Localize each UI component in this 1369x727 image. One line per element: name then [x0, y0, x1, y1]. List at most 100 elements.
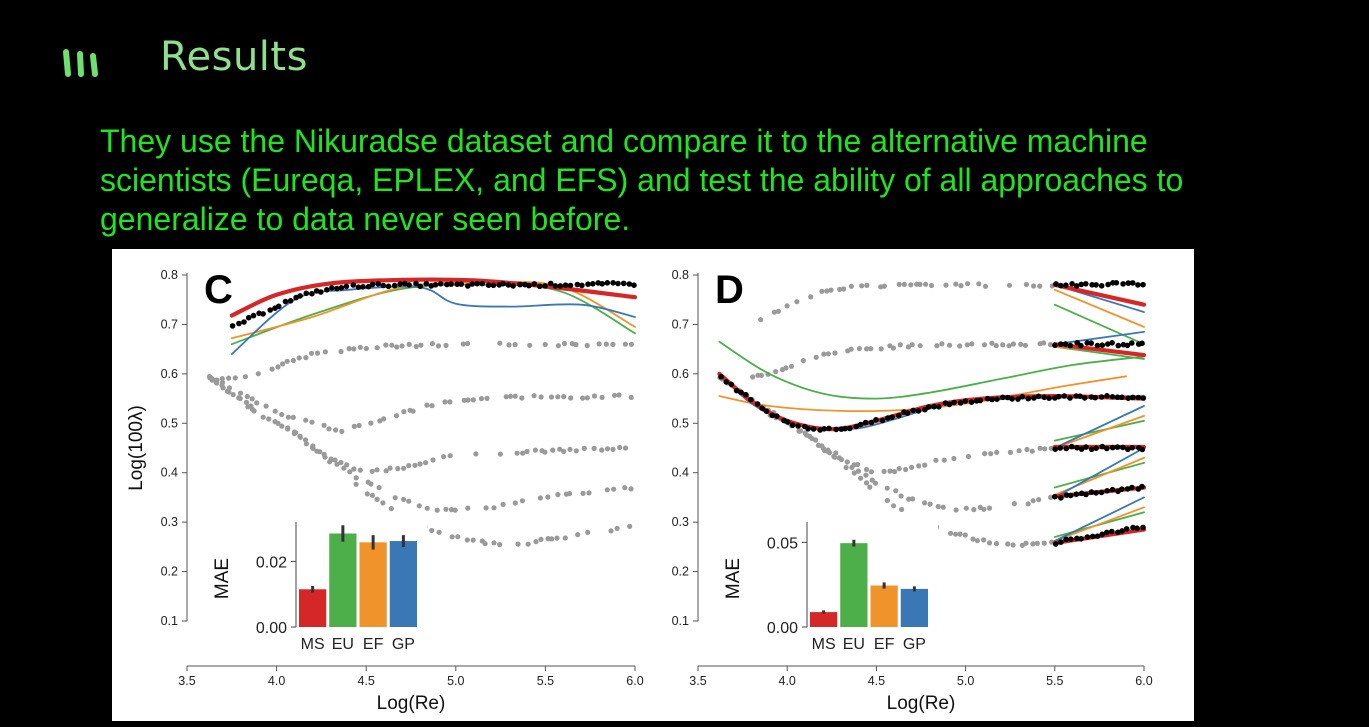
black-data-point: [1094, 342, 1101, 349]
gray-data-point: [326, 426, 332, 432]
gray-data-point: [580, 395, 586, 401]
gray-data-point: [314, 350, 321, 356]
gray-data-point: [383, 468, 389, 474]
gray-data-point: [1034, 540, 1040, 546]
black-data-point: [1093, 282, 1099, 288]
gray-data-point: [399, 343, 405, 349]
gray-data-point: [575, 532, 581, 538]
gray-data-point: [346, 346, 352, 352]
gray-data-point: [775, 308, 782, 314]
panel-d: 0.1 0.2 0.3 0.4 0.5 0.6 0.7 0.8 3.5 4.0 4.5 5.0 5.5 6…: [672, 268, 1153, 714]
gray-data-point: [628, 394, 634, 400]
black-data-point: [479, 280, 486, 287]
gray-data-point: [339, 428, 345, 434]
gray-data-point: [922, 462, 928, 468]
gray-data-point: [368, 481, 374, 487]
x-tick-label: 5.5: [1046, 674, 1063, 688]
gray-data-point: [993, 541, 1000, 547]
inset-y-tick-label: 0.02: [256, 554, 287, 571]
gray-data-point: [813, 354, 819, 360]
gray-data-point: [610, 446, 616, 452]
gray-data-point: [858, 475, 864, 481]
slide-body-text: They use the Nikuradse dataset and compa…: [100, 123, 1184, 237]
black-data-point: [910, 407, 916, 414]
gray-data-point: [899, 506, 905, 513]
black-data-point: [343, 283, 350, 290]
y-tick-label: 0.8: [161, 268, 178, 282]
gray-data-point: [548, 394, 555, 400]
gray-data-point: [1048, 494, 1054, 500]
gray-data-point: [279, 423, 285, 429]
gray-data-point: [922, 500, 928, 506]
gray-data-point: [243, 399, 250, 405]
gray-data-point: [303, 441, 309, 447]
gray-data-point: [989, 340, 995, 346]
black-data-point: [936, 404, 942, 410]
black-data-point: [847, 425, 853, 432]
gray-data-point: [970, 536, 976, 542]
black-data-point: [915, 408, 922, 414]
y-tick-label: 0.4: [672, 466, 689, 480]
gray-data-point: [965, 453, 972, 460]
black-data-point: [454, 281, 461, 287]
gray-data-point: [369, 492, 375, 498]
gray-data-point: [442, 399, 448, 405]
black-data-point: [324, 287, 330, 293]
gray-data-point: [303, 355, 309, 361]
gray-data-point: [455, 534, 461, 540]
black-data-point: [1093, 490, 1099, 496]
inset-bar-eu: [840, 543, 868, 627]
black-data-point: [889, 414, 895, 420]
black-data-point: [490, 282, 497, 289]
gray-data-point: [389, 342, 395, 348]
black-data-point: [287, 298, 294, 304]
y-tick-label: 0.8: [672, 268, 689, 282]
black-data-point: [1057, 445, 1063, 451]
black-data-point: [329, 285, 335, 291]
black-data-point: [604, 280, 611, 286]
gray-data-point: [387, 465, 393, 471]
black-data-point: [1129, 444, 1135, 451]
black-data-point: [857, 421, 864, 428]
black-data-point: [1109, 394, 1116, 400]
black-data-point: [423, 280, 430, 287]
gray-data-point: [527, 342, 533, 348]
gray-data-point: [947, 342, 953, 348]
gray-data-point: [863, 480, 870, 486]
extrapolation-line-ef: [1053, 506, 1145, 542]
y-tick-label: 0.7: [672, 317, 689, 331]
inset-bar-ef: [359, 542, 387, 627]
gray-data-point: [284, 358, 290, 364]
gray-data-point: [482, 541, 488, 547]
gray-data-point: [784, 303, 790, 309]
gray-data-point: [393, 413, 400, 419]
black-data-point: [1058, 282, 1064, 289]
gray-data-point: [542, 449, 548, 455]
gray-data-point: [1041, 340, 1047, 346]
panel-letter: C: [204, 268, 233, 312]
inset-bar-gp: [900, 588, 928, 627]
gray-data-point: [981, 342, 988, 348]
inset-y-tick-label: 0.05: [767, 535, 798, 552]
gray-data-point: [965, 281, 971, 287]
black-data-point: [1130, 394, 1136, 401]
black-data-point: [1089, 282, 1095, 288]
black-data-point: [599, 281, 605, 287]
gray-data-point: [939, 341, 945, 347]
gray-data-point: [376, 485, 382, 491]
black-data-point: [769, 412, 775, 419]
inset-bar-ms: [810, 612, 838, 627]
black-data-point: [968, 399, 975, 405]
black-data-point: [1113, 280, 1120, 286]
gray-data-point: [622, 341, 628, 347]
black-data-point: [1088, 489, 1095, 495]
inset-y-axis-label: MAE: [723, 558, 744, 599]
gray-data-point: [783, 365, 789, 371]
black-data-point: [1035, 393, 1042, 400]
black-data-point: [1078, 490, 1085, 497]
gray-data-point: [512, 393, 518, 399]
black-data-point: [369, 281, 376, 288]
gray-data-point: [1023, 281, 1029, 288]
gray-data-point: [1022, 342, 1028, 348]
gray-data-point: [934, 343, 940, 349]
